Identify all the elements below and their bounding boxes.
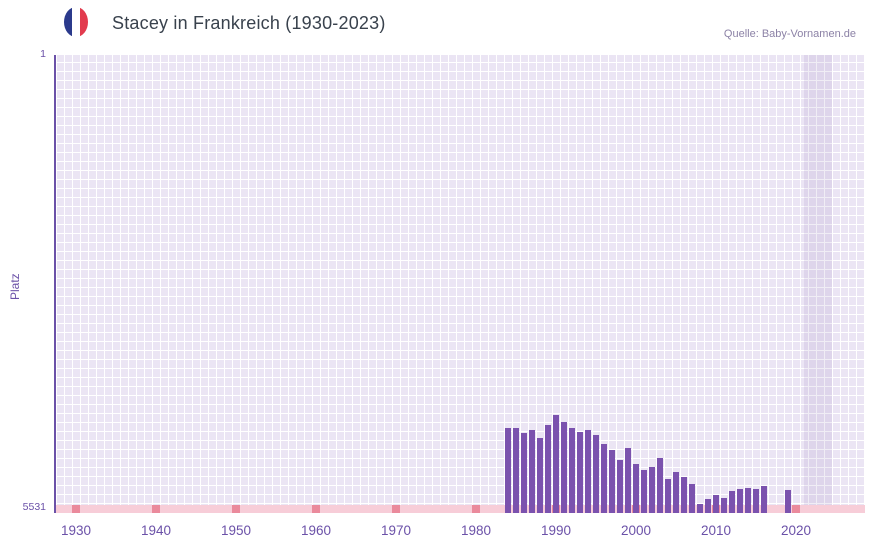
rank-bar-1992[interactable] [569,427,575,513]
y-axis-line [54,55,56,513]
rank-bar-1986[interactable] [521,433,527,513]
flag-stripe-blue [64,7,72,37]
rank-bar-2005[interactable] [673,471,679,513]
x-axis-ticks: 1930 1940 1950 1960 1970 1980 1990 2000 2010 2020 [56,523,865,543]
rank-bar-1989[interactable] [545,424,551,513]
rank-bar-1984[interactable] [505,428,511,513]
rank-bar-1994[interactable] [585,429,591,513]
unranked-decade-mark [152,505,160,513]
x-tick-1990: 1990 [540,523,572,538]
y-tick-top: 1 [40,48,46,60]
rank-bar-1987[interactable] [529,430,535,513]
flag-stripe-white [72,7,80,37]
x-tick-1930: 1930 [60,523,92,538]
rank-bar-2000[interactable] [633,463,639,513]
source-link[interactable]: Quelle: Baby-Vornamen.de [723,28,856,40]
unranked-decade-mark [472,505,480,513]
rank-bar-1997[interactable] [609,449,615,513]
y-tick-bottom: 5531 [22,501,46,513]
plot-area[interactable] [56,55,865,513]
rank-bar-1990[interactable] [553,414,559,513]
x-tick-1940: 1940 [140,523,172,538]
rank-bar-2007[interactable] [689,483,695,513]
rank-bar-2019[interactable] [785,490,791,513]
rank-bar-1999[interactable] [625,447,631,513]
rank-bar-1998[interactable] [617,459,623,513]
unranked-years-band [56,505,865,513]
x-tick-1950: 1950 [220,523,252,538]
rank-bar-2008[interactable] [697,503,703,513]
unranked-decade-mark [792,505,800,513]
x-tick-2000: 2000 [620,523,652,538]
recent-years-shaded-region [804,55,832,513]
rank-bar-2003[interactable] [657,457,663,513]
rank-bar-2012[interactable] [729,491,735,513]
rank-bar-2014[interactable] [745,487,751,513]
y-axis-label: Platz [8,273,22,300]
unranked-decade-mark [312,505,320,513]
rank-bar-1985[interactable] [513,427,519,513]
rank-bar-1988[interactable] [537,437,543,513]
rank-bar-2011[interactable] [721,497,727,513]
x-tick-1970: 1970 [380,523,412,538]
unranked-decade-mark [392,505,400,513]
rank-bar-2010[interactable] [713,494,719,513]
france-flag-icon [64,7,88,37]
rank-bar-2016[interactable] [761,486,767,513]
x-tick-1960: 1960 [300,523,332,538]
chart-title: Stacey in Frankreich (1930-2023) [112,13,386,33]
rank-bar-2009[interactable] [705,498,711,513]
x-tick-2010: 2010 [700,523,732,538]
unranked-decade-mark [232,505,240,513]
rank-bar-2004[interactable] [665,479,671,513]
rank-bar-1993[interactable] [577,431,583,513]
rank-bar-1996[interactable] [601,443,607,513]
x-tick-1980: 1980 [460,523,492,538]
rank-bar-2002[interactable] [649,467,655,513]
rank-bar-2001[interactable] [641,469,647,513]
rank-bar-1991[interactable] [561,421,567,513]
rank-bar-2013[interactable] [737,489,743,513]
flag-stripe-red [80,7,88,37]
rank-bar-2015[interactable] [753,489,759,513]
rank-bar-2006[interactable] [681,476,687,513]
unranked-decade-mark [72,505,80,513]
rank-bar-1995[interactable] [593,434,599,513]
x-tick-2020: 2020 [780,523,812,538]
